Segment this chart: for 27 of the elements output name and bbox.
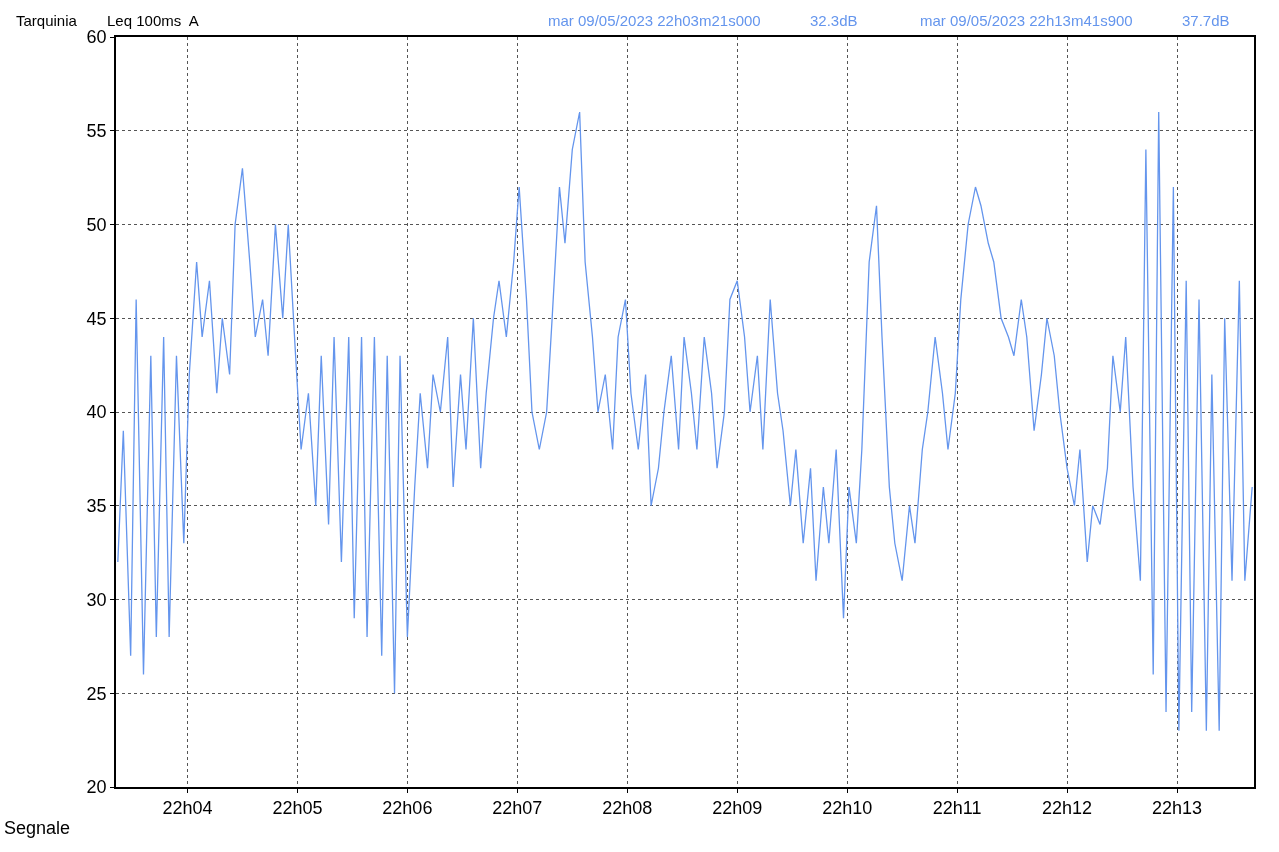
text: 37.7dB	[1182, 12, 1230, 29]
y-tick-label: 60	[86, 27, 107, 48]
y-tick-label: 30	[86, 589, 107, 610]
text: mar 09/05/2023 22h13m41s900	[920, 12, 1133, 29]
x-tick-label: 22h11	[932, 798, 982, 819]
text: 32.3dB	[810, 12, 858, 29]
x-tick-label: 22h06	[382, 798, 433, 819]
y-tick-label: 35	[86, 496, 107, 517]
y-tick-label: 25	[86, 683, 107, 704]
chart-title: Tarquinia	[16, 12, 78, 29]
text: mar 09/05/2023 22h03m21s000	[548, 12, 761, 29]
x-tick-label: 22h09	[712, 798, 763, 819]
text: Segnale	[4, 818, 71, 838]
x-tick-label: 22h13	[1152, 798, 1203, 819]
x-tick-label: 22h04	[162, 798, 213, 819]
x-tick-label: 22h07	[492, 798, 543, 819]
y-tick-label: 50	[86, 214, 107, 235]
y-tick-label: 55	[86, 121, 107, 142]
line-series	[117, 111, 1253, 732]
x-tick-label: 22h10	[822, 798, 873, 819]
y-tick-label: 20	[86, 777, 107, 798]
x-tick-label: 22h08	[602, 798, 653, 819]
y-tick-label: 45	[86, 308, 107, 329]
x-tick-label: 22h12	[1042, 798, 1093, 819]
x-tick-label: 22h05	[272, 798, 323, 819]
chart-subtitle: Leq 100ms A	[107, 12, 199, 29]
y-tick-label: 40	[86, 402, 107, 423]
